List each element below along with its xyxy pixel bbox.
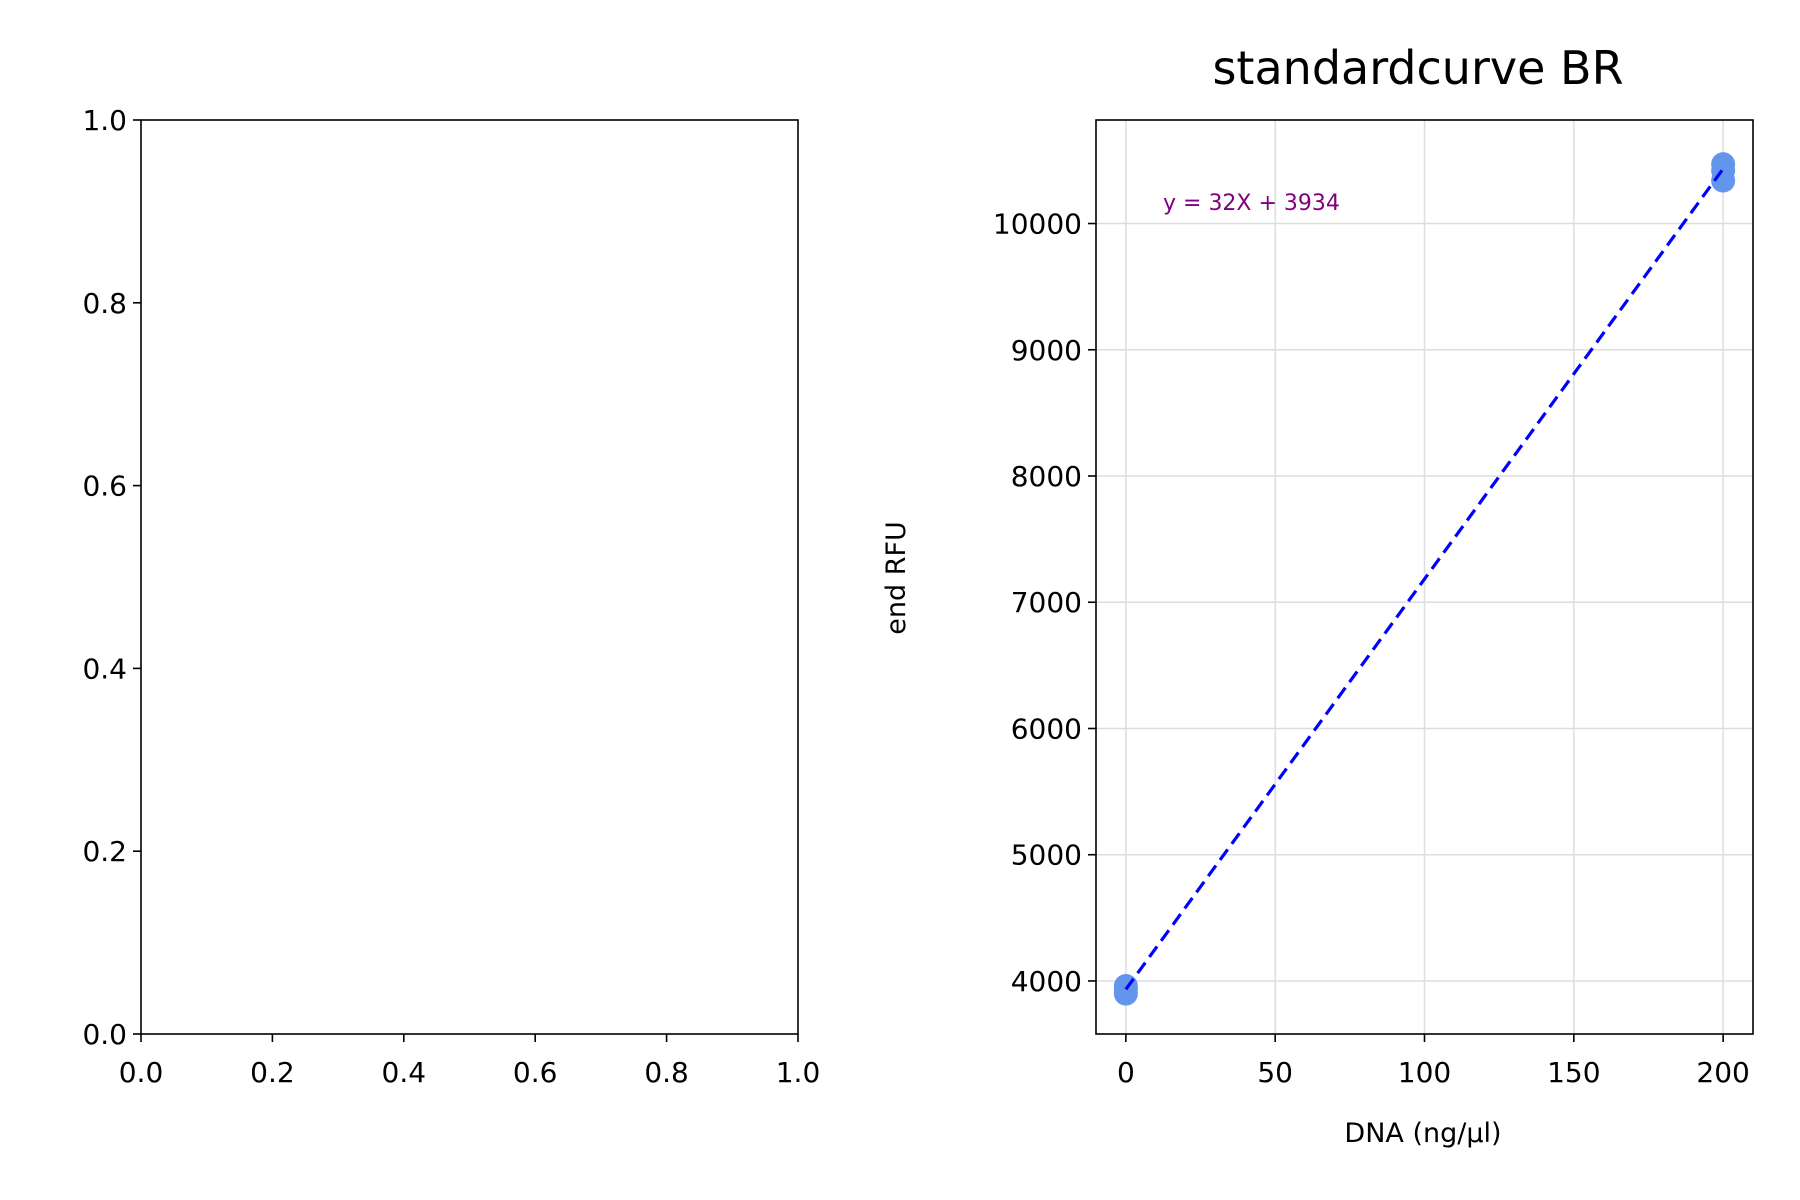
y-tick-label: 10000 (993, 208, 1082, 241)
y-tick-label: 0.2 (82, 835, 127, 868)
fit-equation-annotation: y = 32X + 3934 (1163, 191, 1340, 216)
y-tick-label: 0.4 (82, 652, 127, 685)
x-tick-label: 0.8 (644, 1056, 689, 1089)
x-tick-label: 50 (1257, 1056, 1293, 1089)
chart-title: standardcurve BR (1212, 41, 1623, 95)
y-tick-label: 4000 (1011, 965, 1082, 998)
x-tick-label: 0 (1117, 1056, 1135, 1089)
fit-line (1124, 167, 1725, 991)
y-tick-label: 0.8 (82, 287, 127, 320)
x-tick-label: 100 (1398, 1056, 1451, 1089)
y-tick-label: 1.0 (82, 104, 127, 137)
data-point (1113, 974, 1138, 999)
left-plot-frame (140, 119, 799, 1035)
y-tick-label: 0.6 (82, 470, 127, 503)
left-chart-panel: 0.0 0.2 0.4 0.6 0.8 1.0 0.0 0.2 0.4 0.6 0.8 1.0 (82, 104, 820, 1089)
y-tick-label: 6000 (1011, 712, 1082, 745)
x-tick-label: 1.0 (776, 1056, 821, 1089)
data-point (1711, 152, 1736, 177)
y-tick-label: 7000 (1011, 586, 1082, 619)
y-axis-label: end RFU (881, 521, 912, 635)
x-axis-label: DNA (ng/µl) (1344, 1118, 1501, 1149)
y-tick-label: 5000 (1011, 839, 1082, 872)
x-tick-label: 200 (1696, 1056, 1749, 1089)
y-tick-label: 0.0 (82, 1018, 127, 1051)
x-tick-label: 0.0 (119, 1056, 164, 1089)
x-tick-label: 0.6 (513, 1056, 558, 1089)
y-tick-label: 8000 (1011, 460, 1082, 493)
y-tick-label: 9000 (1011, 334, 1082, 367)
x-tick-label: 0.2 (250, 1056, 295, 1089)
x-tick-label: 0.4 (382, 1056, 427, 1089)
right-chart-panel: 0 50 100 150 200 4000 5000 6000 7000 8000 9000 100… (881, 41, 1754, 1149)
x-tick-label: 150 (1547, 1056, 1600, 1089)
